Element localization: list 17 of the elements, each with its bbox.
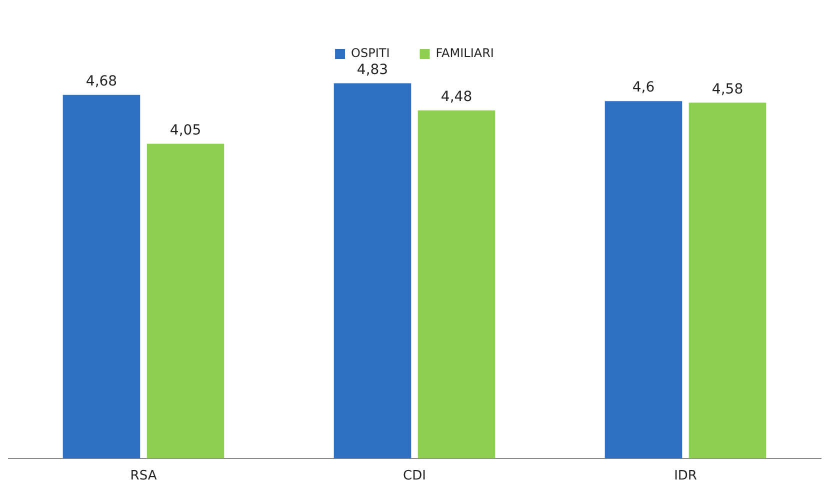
x-tick-label: IDR (674, 468, 697, 484)
data-label: 4,68 (86, 74, 118, 90)
bar (604, 101, 682, 458)
legend-label: FAMILIARI (436, 46, 494, 60)
data-label: 4,58 (712, 81, 744, 98)
x-tick-label: CDI (403, 468, 426, 484)
data-label: 4,05 (170, 122, 202, 138)
bar (334, 83, 412, 458)
x-tick-label: RSA (130, 468, 157, 484)
data-label: 4,48 (440, 89, 472, 106)
legend-label: OSPITI (351, 46, 390, 60)
bar (62, 94, 140, 458)
bar (418, 110, 496, 458)
data-label: 4,6 (632, 80, 655, 96)
data-label: 4,83 (356, 62, 388, 78)
bar (146, 144, 224, 458)
bar (688, 102, 766, 458)
